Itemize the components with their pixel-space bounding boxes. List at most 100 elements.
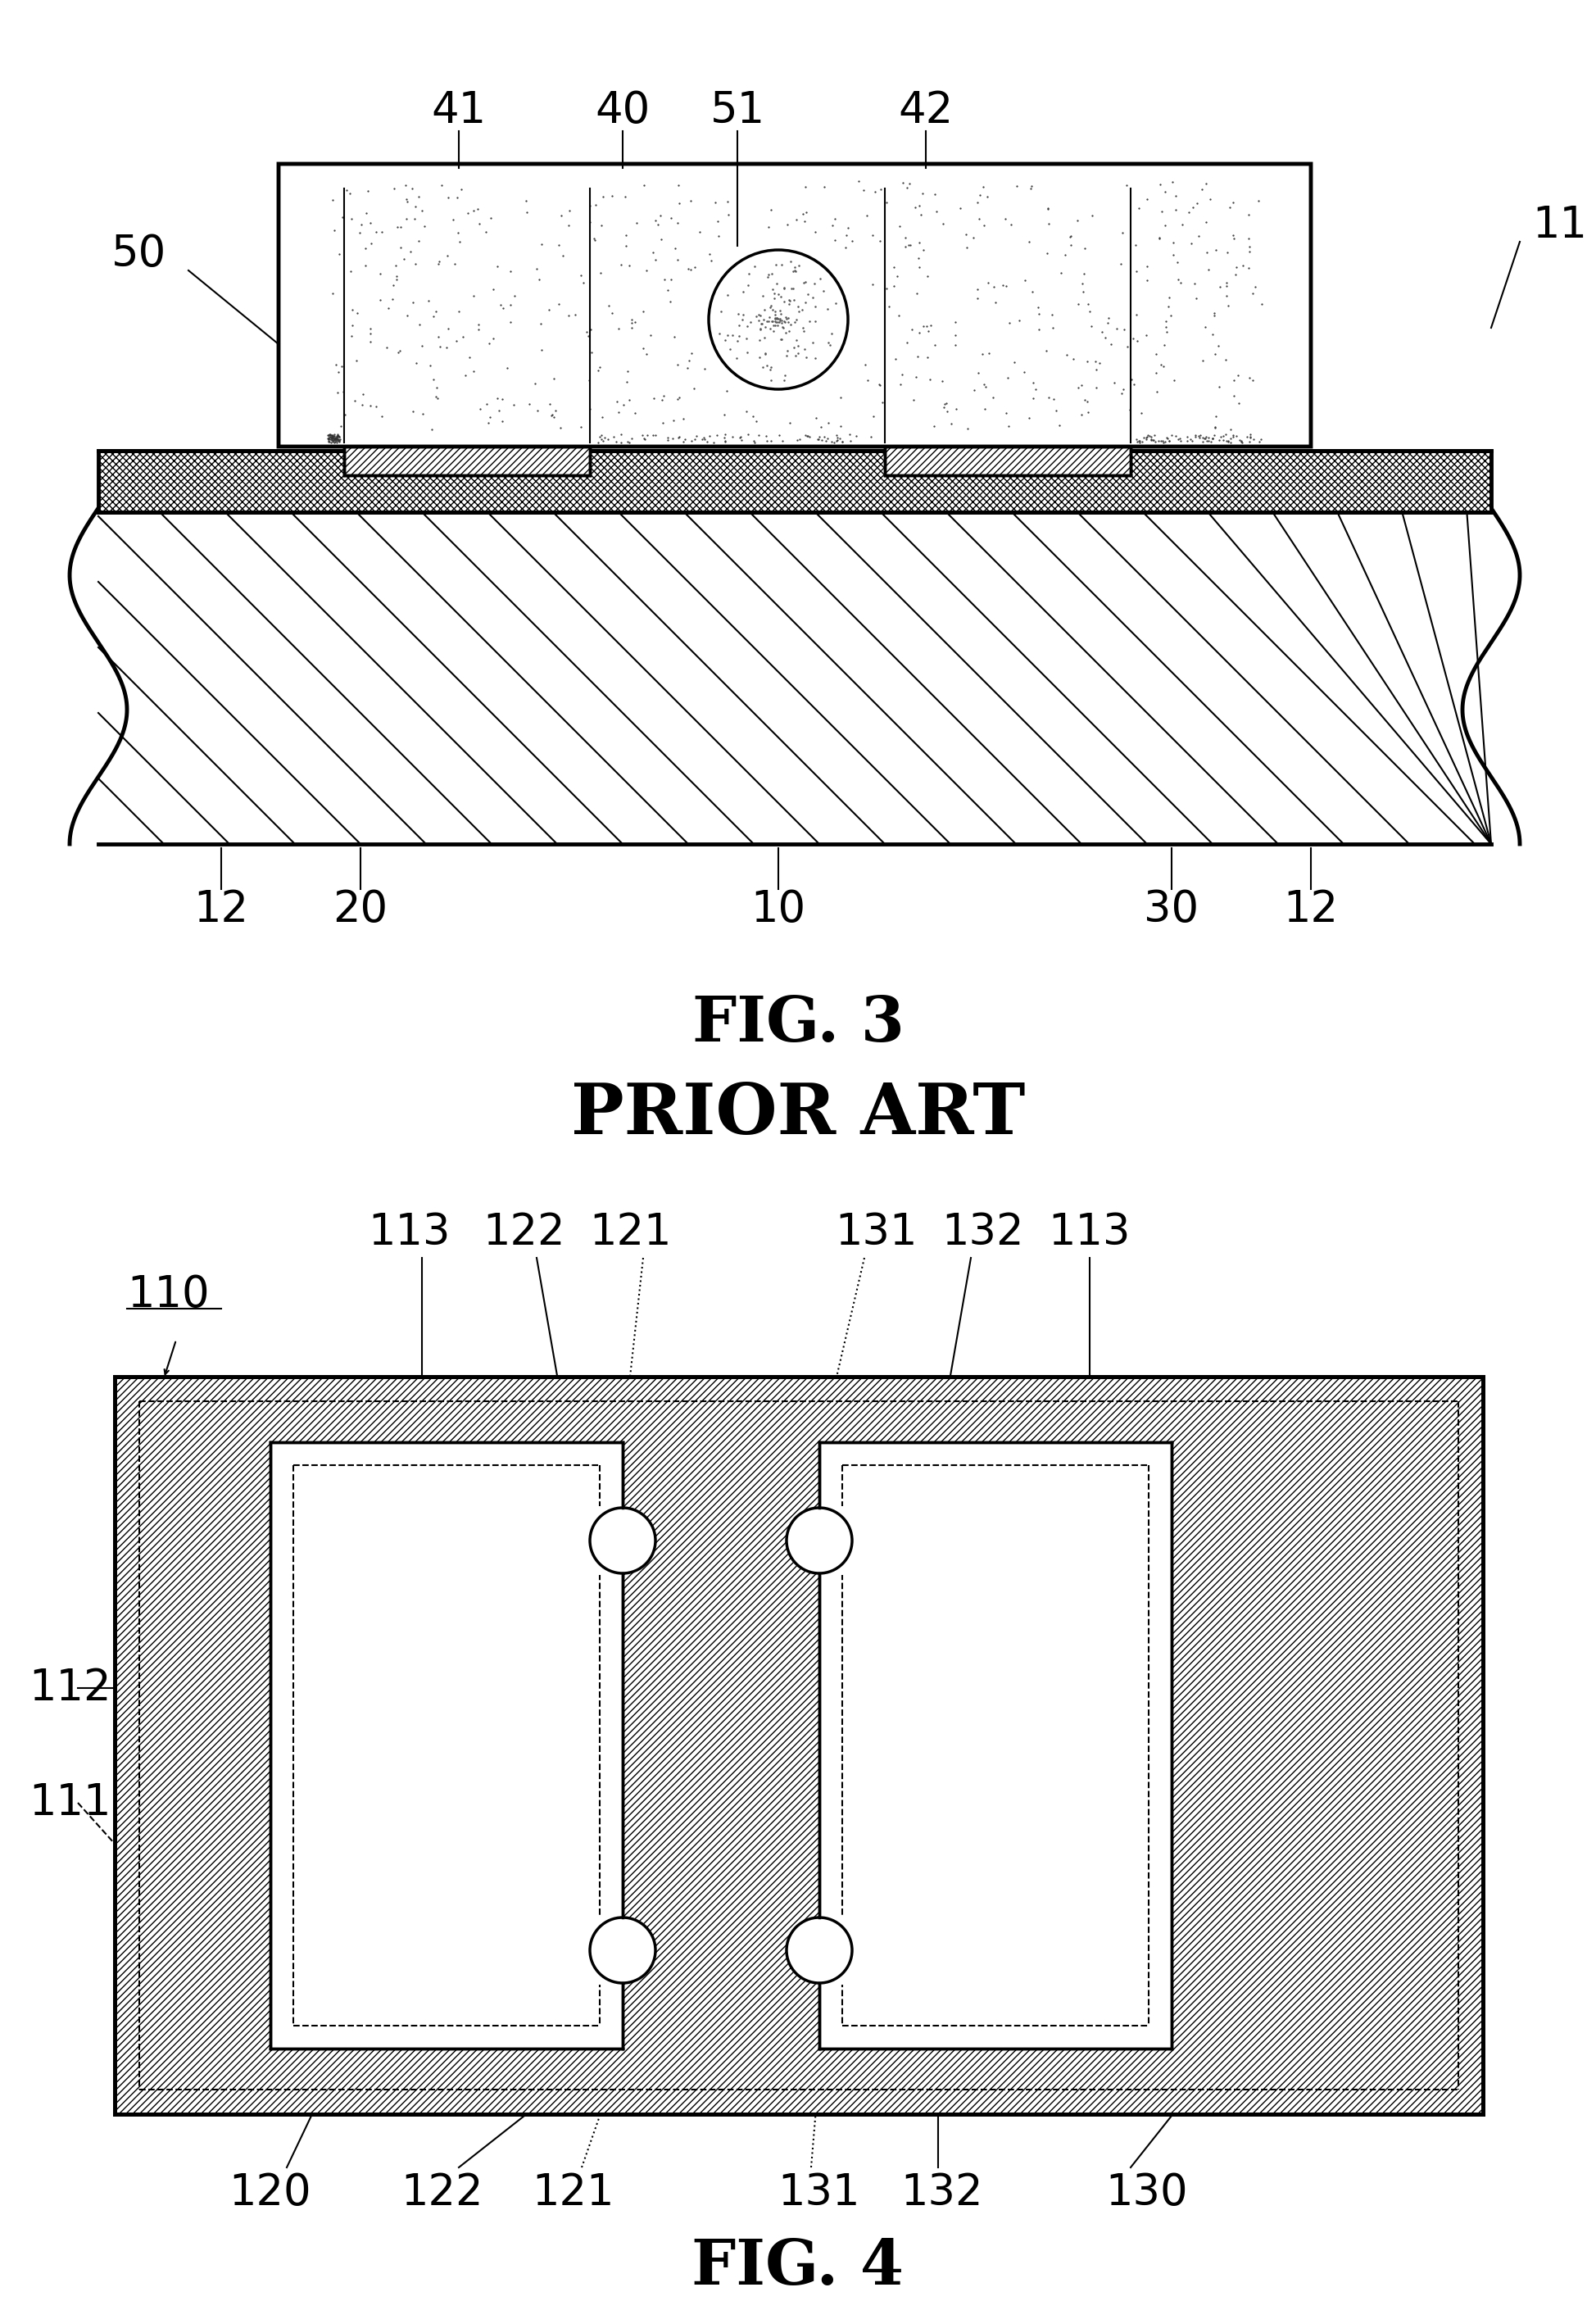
- Point: [329, 409, 354, 446]
- Point: [942, 326, 967, 363]
- Point: [322, 420, 348, 457]
- Point: [570, 263, 595, 300]
- Point: [970, 169, 996, 206]
- Point: [394, 296, 420, 333]
- Point: [753, 423, 779, 460]
- Point: [998, 206, 1023, 243]
- Point: [1242, 268, 1267, 305]
- Point: [766, 416, 792, 453]
- Point: [1088, 314, 1114, 351]
- Point: [1223, 256, 1248, 293]
- Bar: [270, 1441, 622, 2049]
- Point: [913, 307, 938, 344]
- Point: [776, 282, 801, 319]
- Point: [316, 420, 342, 457]
- Text: 42: 42: [899, 90, 953, 132]
- Point: [772, 298, 798, 335]
- Point: [749, 305, 774, 342]
- Point: [1020, 379, 1045, 416]
- Point: [1125, 423, 1151, 460]
- Point: [557, 192, 583, 229]
- Point: [792, 312, 817, 349]
- Point: [1026, 296, 1052, 333]
- Point: [659, 420, 685, 457]
- Point: [598, 296, 624, 333]
- Point: [774, 300, 800, 337]
- Point: [806, 420, 832, 457]
- Point: [1237, 418, 1262, 455]
- Point: [466, 310, 492, 346]
- Point: [589, 423, 614, 460]
- Point: [322, 418, 348, 455]
- Point: [908, 196, 934, 233]
- Point: [402, 187, 428, 224]
- Point: [1138, 423, 1163, 460]
- Point: [455, 194, 480, 231]
- Point: [358, 386, 383, 423]
- Point: [425, 245, 450, 282]
- Point: [1165, 420, 1191, 457]
- Point: [1245, 182, 1270, 219]
- Point: [324, 346, 350, 383]
- Point: [1143, 335, 1168, 372]
- Point: [477, 400, 503, 437]
- Point: [393, 180, 418, 217]
- Point: [972, 390, 998, 427]
- Point: [651, 261, 677, 298]
- Point: [461, 353, 487, 390]
- Point: [452, 356, 477, 393]
- Point: [367, 254, 393, 291]
- Point: [768, 277, 793, 314]
- Point: [589, 420, 614, 457]
- Point: [332, 395, 358, 432]
- Point: [1184, 185, 1210, 222]
- Point: [819, 314, 844, 351]
- Point: [785, 293, 811, 330]
- Point: [319, 420, 345, 457]
- Point: [1183, 416, 1208, 453]
- Point: [541, 360, 567, 397]
- Point: [993, 201, 1018, 238]
- Point: [1136, 418, 1162, 455]
- Point: [993, 395, 1018, 432]
- Point: [1219, 416, 1245, 453]
- Point: [326, 423, 351, 460]
- Point: [674, 349, 699, 386]
- Point: [450, 319, 476, 356]
- Point: [918, 360, 943, 397]
- Point: [678, 335, 704, 372]
- Point: [942, 303, 967, 340]
- Point: [1015, 400, 1041, 437]
- Point: [1098, 326, 1124, 363]
- Point: [329, 346, 354, 383]
- Bar: [115, 1377, 1483, 2114]
- Point: [764, 305, 790, 342]
- Point: [787, 420, 812, 457]
- Point: [1152, 303, 1178, 340]
- Point: [322, 420, 348, 457]
- Point: [1120, 321, 1146, 358]
- Point: [1133, 418, 1159, 455]
- Point: [761, 300, 787, 337]
- Point: [753, 346, 779, 383]
- Point: [736, 416, 761, 453]
- Point: [338, 201, 364, 238]
- Point: [316, 418, 342, 455]
- Point: [980, 268, 1005, 305]
- Point: [828, 423, 854, 460]
- Point: [485, 381, 511, 418]
- Point: [764, 307, 790, 344]
- Point: [326, 418, 351, 455]
- Point: [613, 226, 638, 263]
- Point: [1189, 418, 1215, 455]
- Point: [434, 238, 460, 275]
- Point: [675, 342, 701, 379]
- Point: [865, 367, 891, 404]
- Point: [873, 185, 899, 222]
- Point: [1109, 215, 1135, 252]
- Point: [677, 182, 702, 219]
- Point: [725, 323, 750, 360]
- Point: [426, 319, 452, 356]
- Point: [1133, 420, 1159, 457]
- Point: [816, 323, 841, 360]
